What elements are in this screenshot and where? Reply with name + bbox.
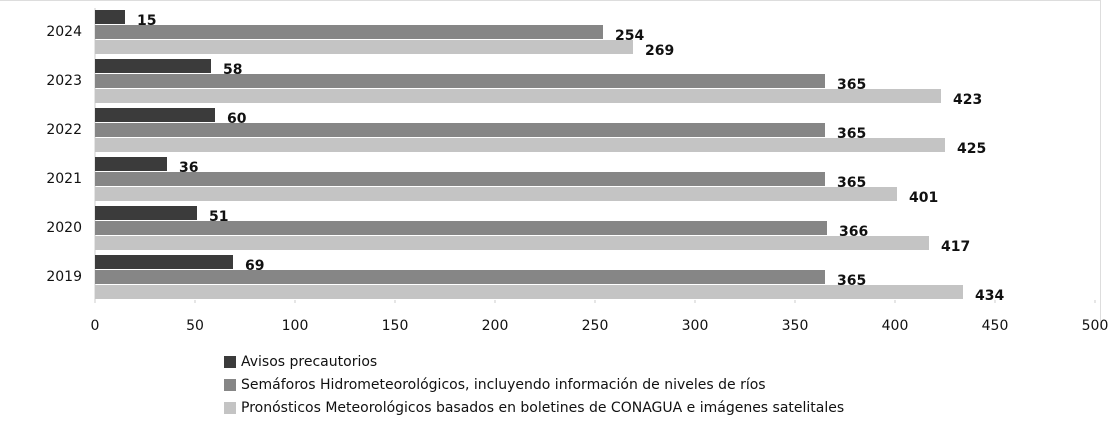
bar bbox=[95, 157, 167, 171]
bar bbox=[95, 221, 827, 235]
bar bbox=[95, 255, 233, 269]
y-tick-label: 2021 bbox=[46, 171, 82, 187]
bar bbox=[95, 206, 197, 220]
x-tick-label: 50 bbox=[186, 318, 204, 334]
y-tick-label: 2022 bbox=[46, 122, 82, 138]
x-tick-label: 500 bbox=[1082, 318, 1109, 334]
x-tick-label: 150 bbox=[382, 318, 409, 334]
value-label: 401 bbox=[909, 190, 938, 206]
legend-label: Avisos precautorios bbox=[241, 354, 377, 370]
y-tick-label: 2023 bbox=[46, 73, 82, 89]
x-tick-label: 350 bbox=[782, 318, 809, 334]
x-tick-label: 450 bbox=[982, 318, 1009, 334]
y-tick-label: 2020 bbox=[46, 220, 82, 236]
y-tick-label: 2019 bbox=[46, 269, 82, 285]
bar bbox=[95, 10, 125, 24]
bar bbox=[95, 236, 929, 250]
bar bbox=[95, 187, 897, 201]
bar bbox=[95, 25, 603, 39]
value-label: 417 bbox=[941, 239, 970, 255]
bar bbox=[95, 285, 963, 299]
bar bbox=[95, 59, 211, 73]
x-tick-label: 100 bbox=[282, 318, 309, 334]
legend-label: Semáforos Hidrometeorológicos, incluyend… bbox=[241, 377, 766, 393]
x-tick-label: 300 bbox=[682, 318, 709, 334]
legend-swatch bbox=[224, 356, 236, 368]
x-tick-label: 200 bbox=[482, 318, 509, 334]
legend-swatch bbox=[224, 402, 236, 414]
value-label: 423 bbox=[953, 92, 982, 108]
y-tick-label: 2024 bbox=[46, 24, 82, 40]
legend-label: Pronósticos Meteorológicos basados en bo… bbox=[241, 400, 844, 416]
bar bbox=[95, 270, 825, 284]
bar bbox=[95, 138, 945, 152]
x-tick-label: 250 bbox=[582, 318, 609, 334]
bar bbox=[95, 172, 825, 186]
bar bbox=[95, 40, 633, 54]
x-tick-label: 0 bbox=[91, 318, 100, 334]
value-label: 434 bbox=[975, 288, 1004, 304]
value-label: 269 bbox=[645, 43, 674, 59]
bar bbox=[95, 89, 941, 103]
legend-swatch bbox=[224, 379, 236, 391]
bar bbox=[95, 74, 825, 88]
value-label: 425 bbox=[957, 141, 986, 157]
bar bbox=[95, 123, 825, 137]
bar bbox=[95, 108, 215, 122]
x-tick-label: 400 bbox=[882, 318, 909, 334]
